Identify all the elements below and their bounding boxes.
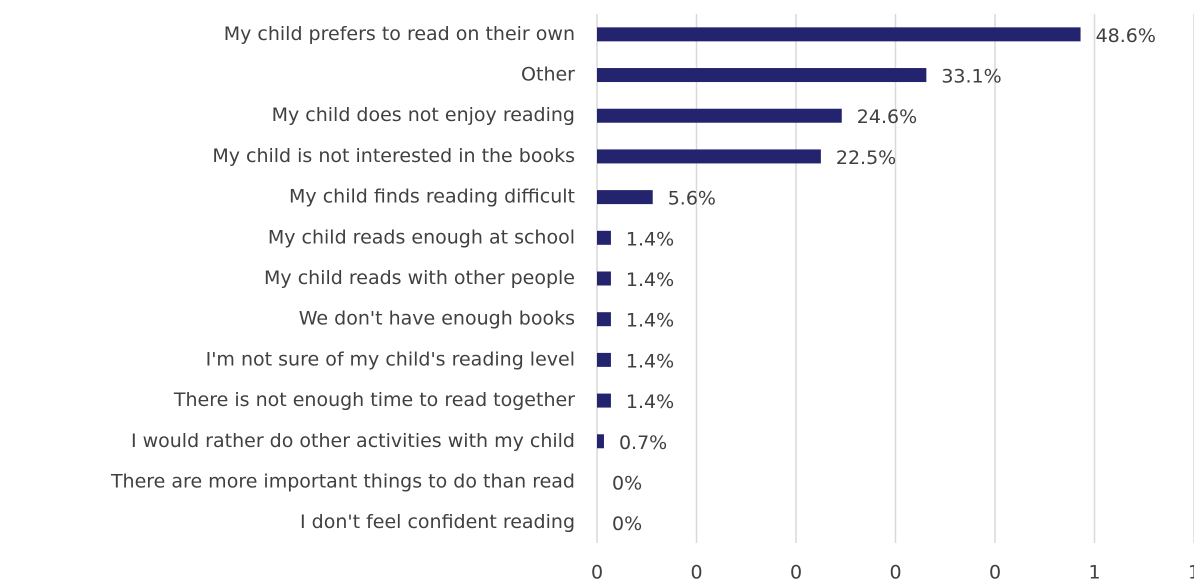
- y-tick-label: We don't have enough books: [299, 308, 575, 330]
- data-label: 5.6%: [668, 188, 716, 210]
- y-tick-label: My child prefers to read on their own: [224, 23, 575, 45]
- data-label: 22.5%: [836, 147, 896, 169]
- bar: [597, 68, 927, 83]
- data-label: 33.1%: [941, 66, 1001, 88]
- y-tick-label: My child does not enjoy reading: [272, 104, 575, 126]
- bar: [597, 108, 842, 123]
- bar: [597, 230, 611, 245]
- data-label: 48.6%: [1096, 25, 1156, 47]
- bar: [597, 149, 821, 164]
- data-label: 0%: [612, 513, 642, 535]
- y-tick-label: My child reads enough at school: [268, 226, 575, 248]
- data-label: 24.6%: [857, 106, 917, 128]
- data-label: 1.4%: [626, 269, 674, 291]
- bar: [597, 434, 604, 449]
- y-tick-label: My child is not interested in the books: [212, 145, 575, 167]
- y-tick-label: I would rather do other activities with …: [131, 430, 575, 452]
- y-tick-label: I don't feel confident reading: [300, 511, 575, 533]
- data-label: 0.7%: [619, 432, 667, 454]
- data-label: 0%: [612, 472, 642, 494]
- x-tick-label: 1: [1188, 562, 1194, 583]
- y-tick-label: Other: [521, 64, 575, 86]
- bar: [597, 312, 611, 327]
- bar: [597, 352, 611, 367]
- x-tick-label: 0: [989, 562, 1001, 583]
- y-tick-label: I'm not sure of my child's reading level: [206, 348, 575, 370]
- x-tick-label: 0: [790, 562, 802, 583]
- x-tick-label: 1: [1088, 562, 1100, 583]
- data-label: 1.4%: [626, 228, 674, 250]
- y-tick-label: There is not enough time to read togethe…: [173, 389, 575, 411]
- bar: [597, 271, 611, 286]
- data-label: 1.4%: [626, 310, 674, 332]
- bar: [597, 190, 653, 205]
- y-tick-label: My child reads with other people: [264, 267, 575, 289]
- x-tick-label: 0: [591, 562, 603, 583]
- x-tick-label: 0: [690, 562, 702, 583]
- y-tick-label: There are more important things to do th…: [110, 470, 575, 492]
- bar: [597, 393, 611, 408]
- data-label: 1.4%: [626, 350, 674, 372]
- y-tick-label: My child finds reading difficult: [289, 186, 575, 208]
- x-tick-label: 0: [889, 562, 901, 583]
- data-label: 1.4%: [626, 391, 674, 413]
- bar: [597, 27, 1081, 42]
